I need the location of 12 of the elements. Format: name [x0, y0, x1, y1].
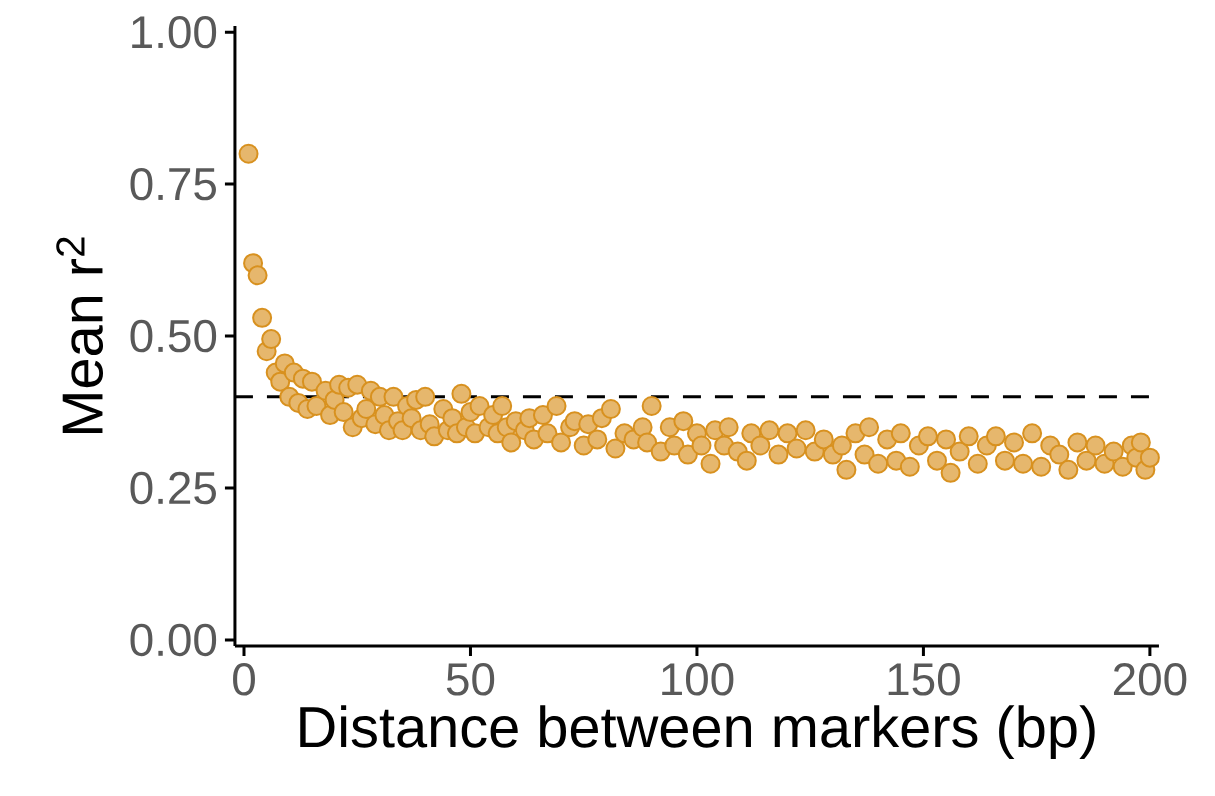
y-tick-label: 0.75 — [130, 167, 216, 201]
x-tick-label: 100 — [662, 663, 734, 696]
x-tick-label: 150 — [888, 663, 960, 696]
y-tick-label: 0.50 — [130, 319, 217, 353]
x-axis-title: Distance between markers (bp) — [300, 705, 1095, 760]
x-tick-label: 50 — [446, 663, 495, 696]
x-tick-label: 200 — [1113, 663, 1187, 696]
y-axis-title: Mean r$^{2}$ — [56, 237, 104, 433]
y-tick-label: 1.00 — [132, 15, 217, 49]
y-tick-label: 0.25 — [130, 471, 216, 505]
y-tick-label: 0.00 — [130, 623, 217, 657]
x-tick-label: 0 — [233, 663, 255, 696]
